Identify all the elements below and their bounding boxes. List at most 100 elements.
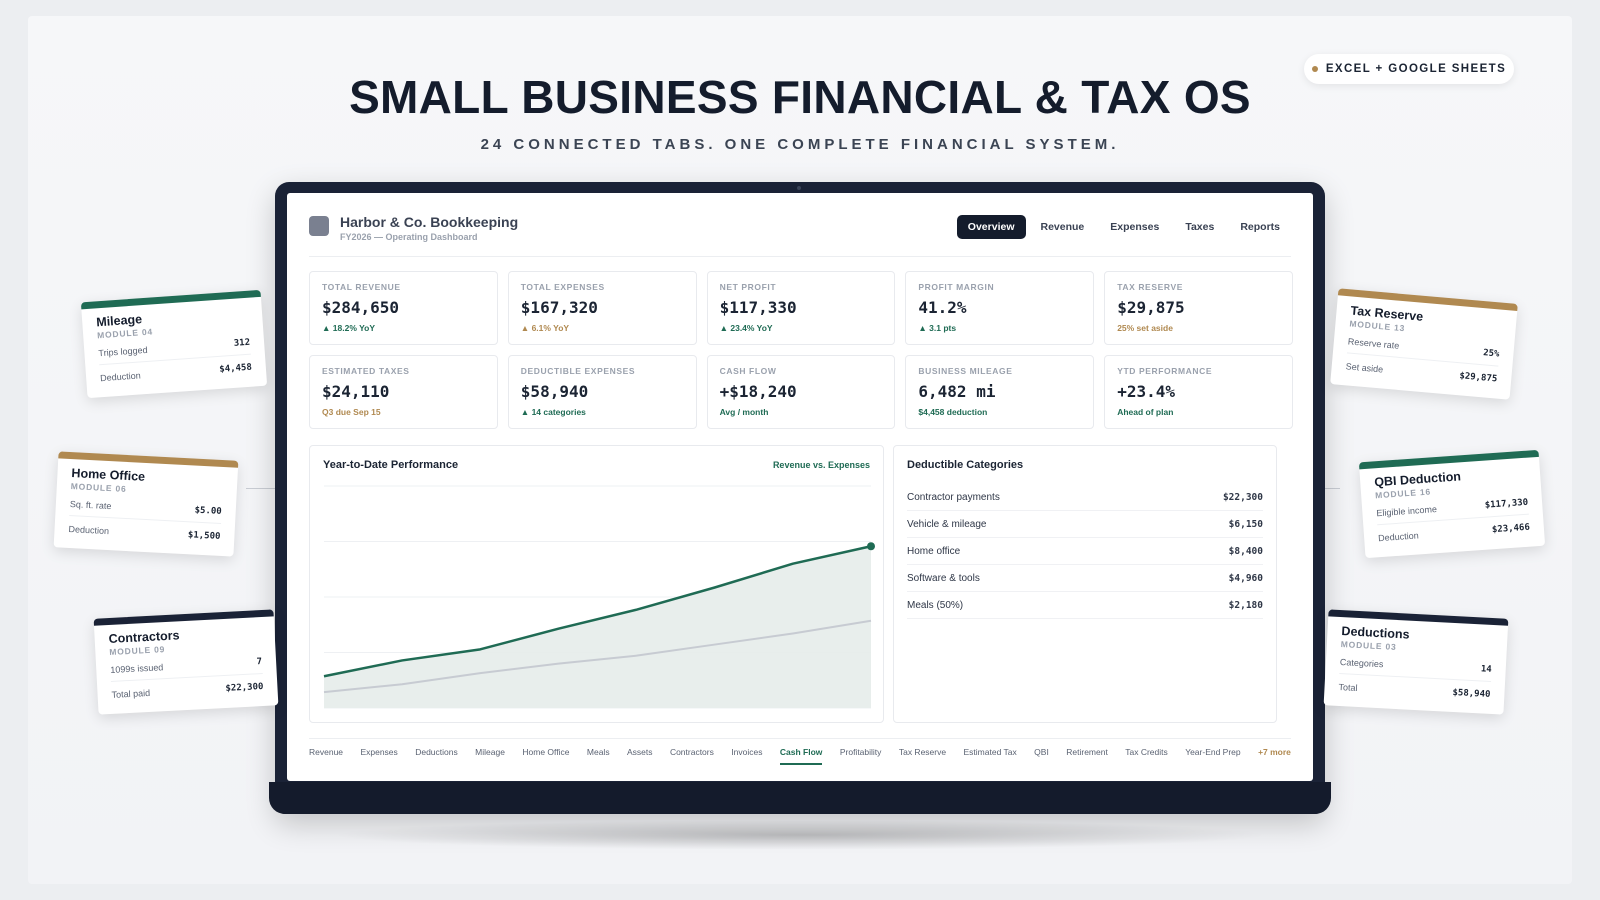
card-row-label: Reserve rate bbox=[1347, 336, 1400, 351]
platform-badge: EXCEL + GOOGLE SHEETS bbox=[1304, 54, 1514, 84]
kpi-card: YTD PERFORMANCE +23.4% Ahead of plan bbox=[1104, 355, 1293, 429]
sheet-tab-estimated-tax[interactable]: Estimated Tax bbox=[963, 747, 1017, 757]
card-row: Total paid $22,300 bbox=[110, 673, 264, 700]
kpi-label: TOTAL EXPENSES bbox=[520, 282, 605, 292]
kpi-label: YTD PERFORMANCE bbox=[1117, 366, 1213, 376]
hero-subtitle: 24 CONNECTED TABS. ONE COMPLETE FINANCIA… bbox=[480, 136, 1120, 153]
hero-title: SMALL BUSINESS FINANCIAL & TAX OS bbox=[349, 71, 1251, 123]
kpi-value: 41.2% bbox=[918, 298, 967, 317]
sheet-tab-contractors[interactable]: Contractors bbox=[669, 747, 714, 757]
header-divider bbox=[309, 256, 1291, 257]
laptop-shadow bbox=[330, 820, 1270, 850]
revenue-area bbox=[324, 546, 871, 708]
sheet-tab-home-office[interactable]: Home Office bbox=[522, 747, 570, 757]
card-row-value: $1,500 bbox=[187, 530, 221, 542]
kpi-card: TAX RESERVE $29,875 25% set aside bbox=[1104, 271, 1293, 345]
kpi-note: ▲ 14 categories bbox=[520, 407, 586, 417]
nav-tab-revenue[interactable]: Revenue bbox=[1040, 221, 1085, 233]
sheet-tab-year-end-prep[interactable]: Year-End Prep bbox=[1185, 747, 1241, 757]
card-row-value: $29,875 bbox=[1458, 371, 1498, 385]
sheet-tab-qbi[interactable]: QBI bbox=[1034, 747, 1049, 757]
card-row-label: Total bbox=[1338, 681, 1358, 693]
deduction-row[interactable]: Contractor payments $22,300 bbox=[907, 484, 1263, 511]
card-row: 1099s issued 7 bbox=[110, 657, 262, 675]
expenses-line bbox=[323, 619, 872, 694]
kpi-value: $167,320 bbox=[520, 298, 598, 317]
deduction-row[interactable]: Vehicle & mileage $6,150 bbox=[907, 511, 1263, 538]
card-row-value: 312 bbox=[233, 337, 251, 349]
card-row: Deduction $23,466 bbox=[1377, 513, 1531, 544]
dashboard-screen: Harbor & Co. Bookkeeping FY2026 — Operat… bbox=[287, 193, 1313, 781]
nav-tab-overview[interactable]: Overview bbox=[956, 215, 1026, 239]
kpi-value: $117,330 bbox=[719, 298, 797, 317]
sheet-tab-deductions[interactable]: Deductions bbox=[415, 747, 458, 757]
kpi-card: TOTAL REVENUE $284,650 ▲ 18.2% YoY bbox=[309, 271, 498, 345]
nav-tab-reports[interactable]: Reports bbox=[1240, 221, 1280, 233]
app-subtitle: FY2026 — Operating Dashboard bbox=[340, 232, 478, 242]
sheet-tab-mileage[interactable]: Mileage bbox=[475, 747, 505, 757]
ytd-chart bbox=[323, 485, 875, 709]
card-row-label: 1099s issued bbox=[110, 662, 164, 675]
kpi-label: BUSINESS MILEAGE bbox=[918, 366, 1013, 376]
revenue-line bbox=[323, 545, 872, 678]
sheet-tab-cash-flow[interactable]: Cash Flow bbox=[779, 745, 823, 765]
kpi-grid: TOTAL REVENUE $284,650 ▲ 18.2% YoY TOTAL EX… bbox=[309, 271, 1293, 429]
sheet-tab-retirement[interactable]: Retirement bbox=[1066, 747, 1108, 757]
card-row-label: Deduction bbox=[99, 370, 141, 384]
app-logo-icon bbox=[309, 216, 329, 236]
deduction-row[interactable]: Home office $8,400 bbox=[907, 538, 1263, 565]
deduction-label: Home office bbox=[907, 545, 961, 557]
top-nav: Overview Revenue Expenses Taxes Reports bbox=[956, 215, 1291, 239]
kpi-note: Avg / month bbox=[719, 407, 769, 417]
nav-tab-expenses[interactable]: Expenses bbox=[1110, 221, 1160, 233]
ytd-chart-panel: Year-to-Date Performance Revenue vs. Exp… bbox=[309, 445, 884, 723]
sheet-tab-tax-credits[interactable]: Tax Credits bbox=[1125, 747, 1168, 757]
deduction-amount: $6,150 bbox=[1228, 518, 1263, 530]
kpi-value: $29,875 bbox=[1117, 298, 1185, 317]
kpi-note: ▲ 3.1 pts bbox=[918, 323, 957, 333]
kpi-label: DEDUCTIBLE EXPENSES bbox=[520, 366, 636, 376]
kpi-label: CASH FLOW bbox=[719, 366, 777, 376]
sheet-tab-tax-reserve[interactable]: Tax Reserve bbox=[898, 747, 947, 757]
nav-tab-taxes[interactable]: Taxes bbox=[1185, 221, 1215, 233]
mileage-module-card: Mileage MODULE 04 Trips logged 312 Deduction… bbox=[80, 289, 268, 399]
camera-icon bbox=[797, 186, 801, 190]
sheet-tab-invoices[interactable]: Invoices bbox=[731, 747, 763, 757]
kpi-card: DEDUCTIBLE EXPENSES $58,940 ▲ 14 categorie… bbox=[507, 355, 697, 429]
kpi-card: NET PROFIT $117,330 ▲ 23.4% YoY bbox=[706, 271, 896, 345]
sheet-tabs: Revenue Expenses Deductions Mileage Home Off… bbox=[309, 745, 1291, 765]
laptop-base bbox=[269, 782, 1331, 814]
app-header: Harbor & Co. Bookkeeping FY2026 — Operat… bbox=[309, 213, 1291, 253]
contractors-module-card: Contractors MODULE 09 1099s issued 7 Total p… bbox=[93, 609, 279, 715]
card-row-value: $23,466 bbox=[1491, 522, 1531, 536]
sheet-tab-expenses[interactable]: Expenses bbox=[360, 747, 398, 757]
kpi-card: CASH FLOW +$18,240 Avg / month bbox=[706, 355, 896, 429]
card-row-label: Deduction bbox=[1377, 530, 1419, 544]
chart-legend[interactable]: Revenue vs. Expenses bbox=[772, 460, 870, 470]
connector-line bbox=[1310, 488, 1340, 489]
qbi-deduction-module-card: QBI Deduction MODULE 16 Eligible income $11… bbox=[1358, 449, 1546, 559]
card-row-value: $117,330 bbox=[1484, 497, 1529, 511]
app-name: Harbor & Co. Bookkeeping bbox=[340, 214, 519, 230]
sheet-tab-profitability[interactable]: Profitability bbox=[839, 747, 882, 757]
sheet-tab-revenue[interactable]: Revenue bbox=[309, 747, 344, 757]
sheet-tab-assets[interactable]: Assets bbox=[627, 747, 653, 757]
badge-label: EXCEL + GOOGLE SHEETS bbox=[1325, 63, 1507, 75]
sheet-tab-7-more[interactable]: +7 more bbox=[1258, 747, 1291, 757]
sheet-tab-meals[interactable]: Meals bbox=[586, 747, 610, 757]
connector-line bbox=[246, 488, 276, 489]
card-row: Deduction $1,500 bbox=[68, 515, 222, 542]
deduction-label: Vehicle & mileage bbox=[907, 518, 987, 530]
chart-title: Year-to-Date Performance bbox=[323, 459, 459, 471]
kpi-label: TAX RESERVE bbox=[1117, 282, 1183, 292]
kpi-note: Q3 due Sep 15 bbox=[322, 407, 381, 417]
home-office-module-card: Home Office MODULE 06 Sq. ft. rate $5.00 Ded… bbox=[53, 451, 239, 557]
deduction-label: Meals (50%) bbox=[907, 599, 964, 611]
card-row-label: Eligible income bbox=[1376, 504, 1438, 519]
deduction-row[interactable]: Meals (50%) $2,180 bbox=[907, 592, 1263, 619]
revenue-point bbox=[867, 542, 875, 551]
deductions-list: Contractor payments $22,300 Vehicle & mile… bbox=[907, 484, 1263, 619]
card-row-value: 14 bbox=[1480, 664, 1492, 675]
deduction-row[interactable]: Software & tools $4,960 bbox=[907, 565, 1263, 592]
card-row-label: Sq. ft. rate bbox=[69, 499, 112, 512]
